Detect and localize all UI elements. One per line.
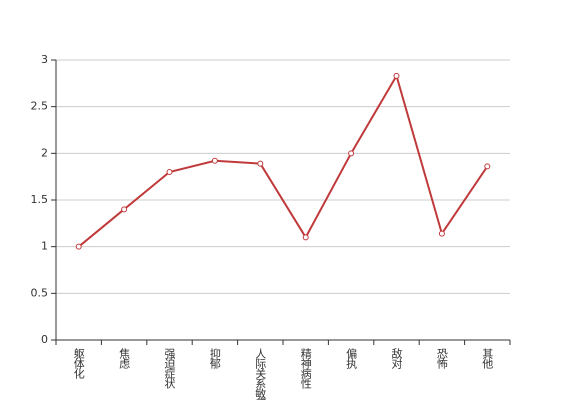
point — [484, 163, 491, 170]
point — [166, 169, 173, 175]
point — [302, 234, 309, 241]
line — [78, 73, 489, 248]
point — [257, 160, 264, 167]
x-tick-label: 敌对 — [390, 347, 403, 369]
x-tick-label: 人际关系敏感 — [254, 348, 267, 400]
x-tick-label: 恐怖 — [435, 348, 448, 369]
y-tick-label: 2 — [41, 146, 48, 159]
x-tick-label: 躯体化 — [72, 348, 85, 380]
point — [75, 243, 82, 250]
y-tick-label: 2.5 — [31, 100, 49, 113]
y-tick-label: 1 — [41, 240, 48, 253]
x-tick-label: 其他 — [481, 348, 494, 369]
y-tick-label: 0 — [41, 333, 48, 346]
x-tick-label: 精神病性 — [299, 348, 312, 390]
x-tick-label: 强迫症状 — [163, 348, 176, 389]
point — [121, 206, 128, 213]
y-tick-label: 1.5 — [31, 193, 49, 206]
y-tick-label: 0.5 — [31, 286, 49, 299]
x-tick-label: 抑郁 — [208, 347, 221, 369]
point — [211, 157, 218, 164]
y-tick-label: 3 — [41, 53, 48, 66]
x-tick-label: 偏执 — [345, 347, 358, 370]
x-tick-label: 焦虑 — [118, 348, 131, 369]
point — [438, 230, 445, 237]
point — [393, 72, 400, 79]
point — [348, 150, 355, 157]
